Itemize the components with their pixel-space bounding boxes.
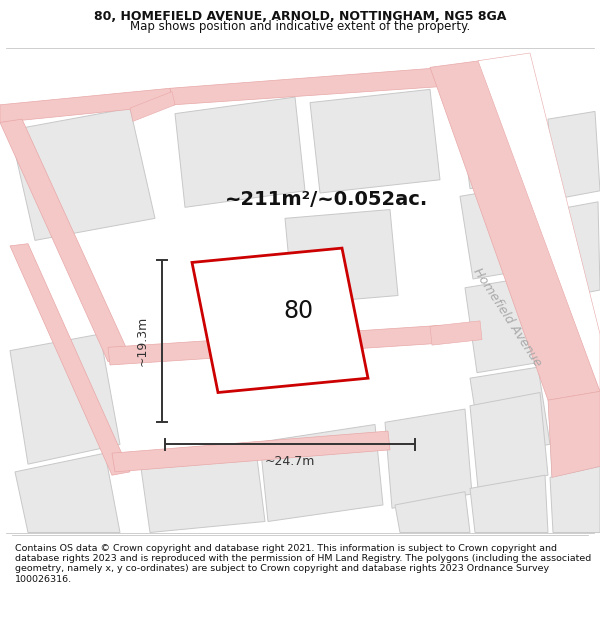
Text: ~24.7m: ~24.7m <box>265 456 315 469</box>
Polygon shape <box>140 442 265 532</box>
Polygon shape <box>465 277 544 372</box>
Polygon shape <box>108 325 445 365</box>
Polygon shape <box>10 108 155 241</box>
Polygon shape <box>175 97 305 208</box>
Polygon shape <box>10 244 130 475</box>
Polygon shape <box>260 424 383 521</box>
Polygon shape <box>15 453 120 532</box>
Polygon shape <box>548 111 600 199</box>
Polygon shape <box>470 392 548 488</box>
Polygon shape <box>430 61 600 400</box>
Polygon shape <box>548 378 600 478</box>
Polygon shape <box>470 367 550 456</box>
Polygon shape <box>470 475 548 532</box>
Polygon shape <box>460 102 530 189</box>
Polygon shape <box>430 321 482 345</box>
Text: ~19.3m: ~19.3m <box>136 316 149 366</box>
Polygon shape <box>10 334 120 464</box>
Polygon shape <box>0 119 130 362</box>
Polygon shape <box>550 202 600 299</box>
Polygon shape <box>548 391 600 478</box>
Text: 80: 80 <box>283 299 313 324</box>
Polygon shape <box>285 209 398 304</box>
Text: Map shows position and indicative extent of the property.: Map shows position and indicative extent… <box>130 20 470 33</box>
Polygon shape <box>0 88 175 122</box>
Polygon shape <box>170 68 448 105</box>
Polygon shape <box>395 492 470 532</box>
Polygon shape <box>112 431 390 472</box>
Polygon shape <box>460 185 538 279</box>
Polygon shape <box>310 89 440 193</box>
Text: Homefield Avenue: Homefield Avenue <box>470 266 544 369</box>
Polygon shape <box>478 53 600 391</box>
Text: 80, HOMEFIELD AVENUE, ARNOLD, NOTTINGHAM, NG5 8GA: 80, HOMEFIELD AVENUE, ARNOLD, NOTTINGHAM… <box>94 11 506 24</box>
Text: ~211m²/~0.052ac.: ~211m²/~0.052ac. <box>225 190 428 209</box>
Polygon shape <box>550 466 600 532</box>
Polygon shape <box>192 248 368 392</box>
Polygon shape <box>130 92 175 121</box>
Polygon shape <box>385 409 472 508</box>
Text: Contains OS data © Crown copyright and database right 2021. This information is : Contains OS data © Crown copyright and d… <box>15 544 591 584</box>
